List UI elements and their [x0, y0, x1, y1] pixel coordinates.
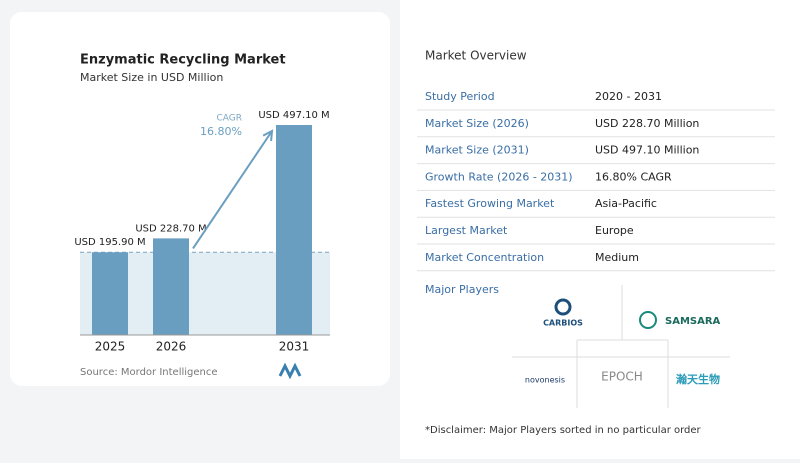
row-value: USD 497.10 Million: [595, 144, 699, 157]
samsara-icon: [639, 311, 657, 329]
x-tick-label: 2025: [95, 340, 126, 354]
cagr-arrow: [192, 130, 273, 249]
row-label: Market Concentration: [425, 251, 544, 264]
row-label: Growth Rate (2026 - 2031): [425, 170, 573, 183]
x-tick-label: 2031: [279, 340, 310, 354]
row-value: 16.80% CAGR: [595, 170, 672, 183]
player-logo: 瀚天生物: [676, 372, 720, 386]
row-value: Asia-Pacific: [595, 197, 657, 210]
player-logo: novonesis: [525, 376, 565, 385]
value-label: USD 497.10 M: [258, 110, 329, 121]
cagr-label: CAGR: [216, 114, 242, 124]
row-label: Market Size (2031): [425, 144, 529, 157]
bar: [153, 238, 189, 335]
value-label: USD 228.70 M: [135, 223, 206, 234]
row-label: Largest Market: [425, 224, 508, 237]
row-value: Europe: [595, 224, 634, 237]
logo-mark: [278, 362, 302, 380]
row-label: Fastest Growing Market: [425, 197, 555, 210]
row-value: USD 228.70 Million: [595, 117, 699, 130]
disclaimer: *Disclaimer: Major Players sorted in no …: [425, 425, 702, 436]
cagr-arrow-head: [262, 129, 274, 142]
row-value: 2020 - 2031: [595, 90, 662, 103]
source: Source: Mordor Intelligence: [80, 367, 218, 378]
player-logo: CARBIOS: [543, 319, 583, 328]
cagr-value: 16.80%: [200, 125, 242, 138]
chart-subtitle: Market Size in USD Million: [80, 71, 223, 84]
value-label: USD 195.90 M: [74, 237, 145, 248]
bar: [276, 125, 312, 335]
x-tick-label: 2026: [156, 340, 187, 354]
chart-title: Enzymatic Recycling Market: [80, 53, 286, 68]
logo: [278, 362, 302, 380]
row-label: Market Size (2026): [425, 117, 529, 130]
overview-panel: [400, 0, 800, 459]
carbios-icon: [554, 298, 572, 316]
player-logo: EPOCH: [601, 370, 643, 384]
players-title: Major Players: [425, 283, 499, 296]
player-logo: SAMSARA: [665, 316, 721, 327]
bar: [92, 252, 128, 335]
row-value: Medium: [595, 251, 639, 264]
overview-title: Market Overview: [425, 49, 527, 63]
row-label: Study Period: [425, 90, 495, 103]
